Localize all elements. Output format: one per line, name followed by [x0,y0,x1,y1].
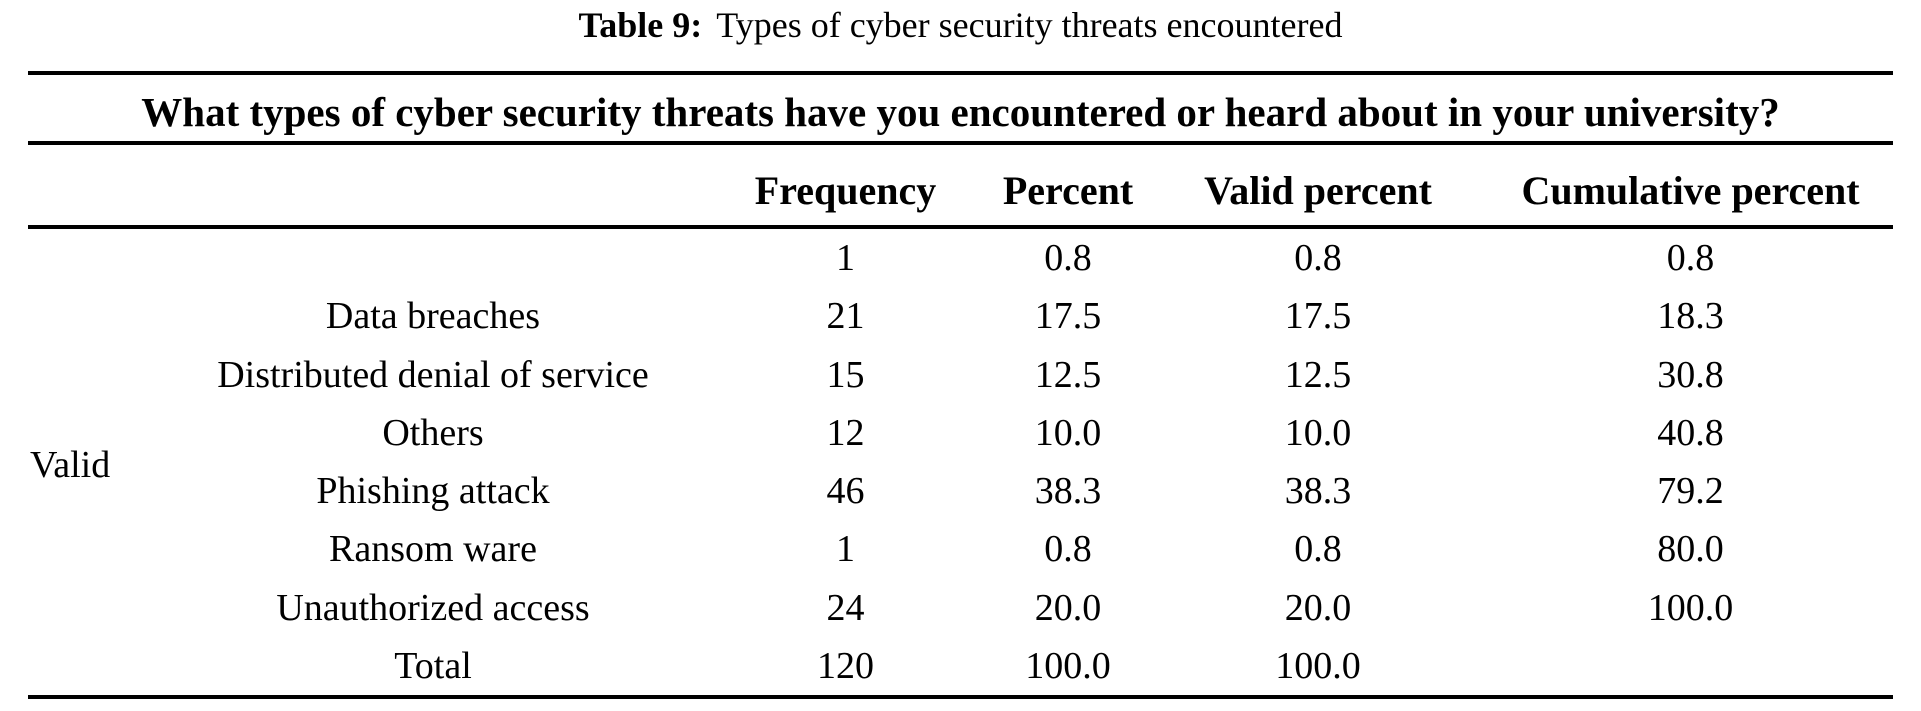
valid-percent-value: 38.3 [1284,470,1352,513]
table-top-rule [28,71,1893,75]
row-label: Ransom ware [329,528,537,571]
rule-under-headers [28,225,1893,229]
group-label-valid: Valid [30,444,111,486]
table-body: Valid 1 0.8 0.8 0.8 Data breaches 21 17.… [28,229,1893,695]
frequency-value: 21 [826,295,865,338]
frequency-value: 1 [836,237,855,280]
percent-value: 0.8 [1044,528,1092,571]
valid-percent-value: 100.0 [1275,644,1361,687]
percent-value: 17.5 [1034,295,1102,338]
table-row: Ransom ware 1 0.8 0.8 80.0 [28,520,1893,578]
row-label: Others [382,411,484,454]
row-label: Unauthorized access [276,586,590,629]
valid-percent-value: 0.8 [1294,237,1342,280]
row-label: Distributed denial of service [217,353,649,396]
cumulative-percent-value: 80.0 [1657,528,1724,571]
table-row: Total 120 100.0 100.0 [28,637,1893,695]
table-bottom-rule [28,695,1893,699]
cumulative-percent-value: 79.2 [1657,470,1724,513]
valid-percent-value: 20.0 [1284,586,1352,629]
frequency-value: 24 [826,586,865,629]
valid-percent-value: 10.0 [1284,411,1352,454]
percent-value: 38.3 [1034,470,1102,513]
table-caption: Table 9: Types of cyber security threats … [28,0,1893,50]
percent-value: 10.0 [1034,411,1102,454]
cumulative-percent-value: 100.0 [1647,586,1734,629]
table-row: Others 12 10.0 10.0 40.8 [28,404,1893,462]
cumulative-percent-value: 18.3 [1657,295,1724,338]
table-row: Distributed denial of service 15 12.5 12… [28,346,1893,404]
percent-value: 20.0 [1034,586,1102,629]
table-caption-number: Table 9: [578,5,703,45]
table-column-headers: Frequency Percent Valid percent Cumulati… [28,163,1893,217]
table-row: 1 0.8 0.8 0.8 [28,229,1893,287]
cumulative-percent-value: 0.8 [1666,237,1715,280]
table-row: Phishing attack 46 38.3 38.3 79.2 [28,462,1893,520]
row-label: Phishing attack [316,470,550,513]
rule-under-question [28,141,1893,145]
percent-value: 100.0 [1025,644,1111,687]
frequency-value: 15 [826,353,865,396]
frequency-value: 1 [836,528,855,571]
frequency-value: 46 [826,470,865,513]
frequency-value: 12 [826,411,865,454]
column-header-percent: Percent [1002,167,1134,213]
valid-percent-value: 12.5 [1284,353,1352,396]
percent-value: 0.8 [1044,237,1092,280]
column-header-valid-percent: Valid percent [1204,167,1432,213]
table-caption-text: Types of cyber security threats encounte… [716,5,1343,45]
column-header-cumulative-percent: Cumulative percent [1521,167,1860,213]
table-row: Unauthorized access 24 20.0 20.0 100.0 [28,579,1893,637]
cumulative-percent-value: 30.8 [1657,353,1724,396]
column-header-frequency: Frequency [754,167,937,213]
table-row: Data breaches 21 17.5 17.5 18.3 [28,287,1893,345]
valid-percent-value: 0.8 [1294,528,1342,571]
row-label: Total [394,644,472,687]
frequency-value: 120 [817,644,874,687]
table-question-header: What types of cyber security threats hav… [141,89,1780,135]
valid-percent-value: 17.5 [1284,295,1352,338]
cumulative-percent-value: 40.8 [1657,411,1724,454]
percent-value: 12.5 [1034,353,1102,396]
row-label: Data breaches [325,295,541,338]
